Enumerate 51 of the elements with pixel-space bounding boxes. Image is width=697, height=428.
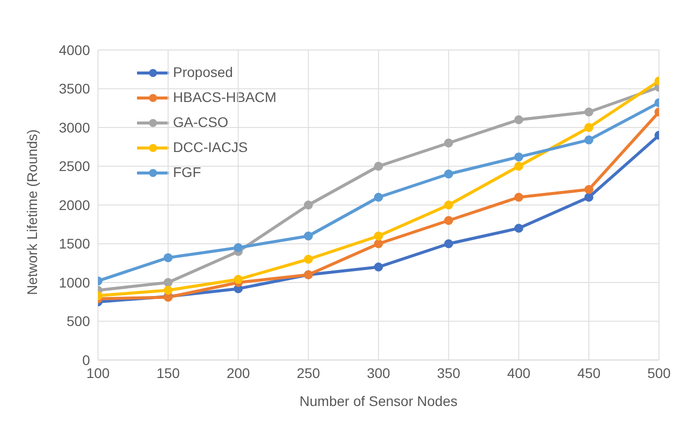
- point: [514, 224, 524, 233]
- x-tick-label: 350: [436, 364, 461, 381]
- y-tick-label: 500: [66, 313, 90, 330]
- point: [374, 192, 383, 202]
- point: [374, 239, 383, 248]
- point: [304, 232, 313, 240]
- y-tick-label: 1500: [58, 236, 90, 252]
- x-tick-label: 400: [507, 364, 531, 381]
- point: [444, 200, 454, 210]
- x-axis-title: Number of Sensor Nodes: [300, 393, 458, 409]
- point: [374, 262, 383, 272]
- x-tick-label: 150: [156, 364, 180, 381]
- y-tick-label: 2000: [58, 196, 90, 213]
- point: [374, 232, 383, 240]
- point: [584, 135, 594, 144]
- y-tick-label: 2500: [58, 158, 90, 174]
- x-tick-label: 300: [366, 364, 390, 381]
- x-tick-label: 500: [647, 364, 671, 381]
- y-tick-label: 4000: [58, 42, 90, 58]
- point: [444, 138, 454, 148]
- point: [584, 123, 594, 132]
- point: [444, 216, 454, 225]
- point: [304, 200, 313, 210]
- point: [584, 108, 594, 116]
- legend-label: HBACS-HBACM: [173, 88, 276, 107]
- y-tick-label: 3000: [58, 119, 90, 136]
- point: [164, 286, 173, 295]
- point: [234, 274, 243, 284]
- point: [584, 185, 594, 194]
- legend-label: FGF: [173, 163, 201, 182]
- x-tick-label: 200: [226, 364, 250, 381]
- point: [584, 192, 594, 202]
- y-axis-title: Network Lifetime (Rounds): [24, 129, 40, 295]
- legend-label: Proposed: [173, 63, 233, 82]
- x-tick-label: 250: [296, 364, 320, 381]
- point: [444, 239, 454, 248]
- legend-label: GA-CSO: [173, 113, 228, 132]
- point: [444, 170, 454, 178]
- point: [164, 278, 173, 287]
- point: [234, 243, 243, 252]
- x-tick-label: 450: [577, 364, 601, 381]
- point: [514, 152, 524, 162]
- point: [304, 254, 313, 264]
- point: [514, 115, 524, 124]
- point: [374, 162, 383, 171]
- point: [514, 192, 524, 202]
- legend-label: DCC-IACJS: [173, 138, 248, 157]
- y-tick-label: 3500: [58, 80, 90, 97]
- point: [514, 162, 524, 171]
- y-tick-label: 1000: [58, 274, 90, 290]
- point: [164, 253, 173, 262]
